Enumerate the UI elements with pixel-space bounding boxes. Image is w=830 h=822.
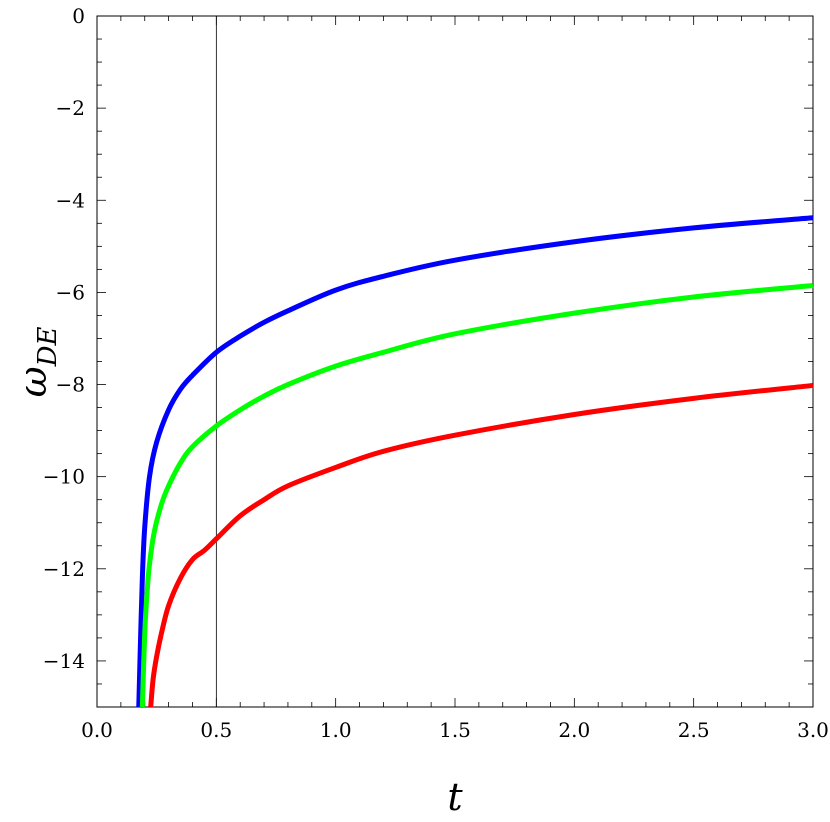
y-tick-label: 0 <box>72 4 85 28</box>
y-tick-label: −2 <box>56 96 85 120</box>
series-line-2 <box>139 283 814 708</box>
x-tick-label: 1.5 <box>439 718 471 742</box>
y-tick-label: −8 <box>56 373 85 397</box>
tick-labels: 0.0 0.5 1.0 1.5 2.0 2.5 3.0 0 −2 −4 −6 −8 −10 −12 −14 <box>43 4 829 742</box>
y-tick-label: −4 <box>56 188 85 212</box>
x-tick-label: 0.0 <box>81 718 113 742</box>
x-tick-label: 0.5 <box>200 718 232 742</box>
y-axis-title: ωDE <box>11 327 63 398</box>
y-axis-title-sub: DE <box>33 327 63 368</box>
y-tick-label: −6 <box>56 280 85 304</box>
x-axis-title: t <box>447 775 463 819</box>
y-tick-label: −10 <box>43 465 85 489</box>
y-tick-label: −14 <box>43 649 85 673</box>
x-tick-label: 1.0 <box>320 718 352 742</box>
y-tick-label: −12 <box>43 557 85 581</box>
x-tick-label: 2.0 <box>558 718 590 742</box>
x-tick-label: 3.0 <box>797 718 829 742</box>
x-tick-label: 2.5 <box>678 718 710 742</box>
series-group <box>136 215 814 708</box>
ticks <box>96 15 814 708</box>
series-line-1 <box>136 215 814 708</box>
series-line-3 <box>148 382 814 708</box>
y-axis-title-main: ω <box>11 366 55 397</box>
